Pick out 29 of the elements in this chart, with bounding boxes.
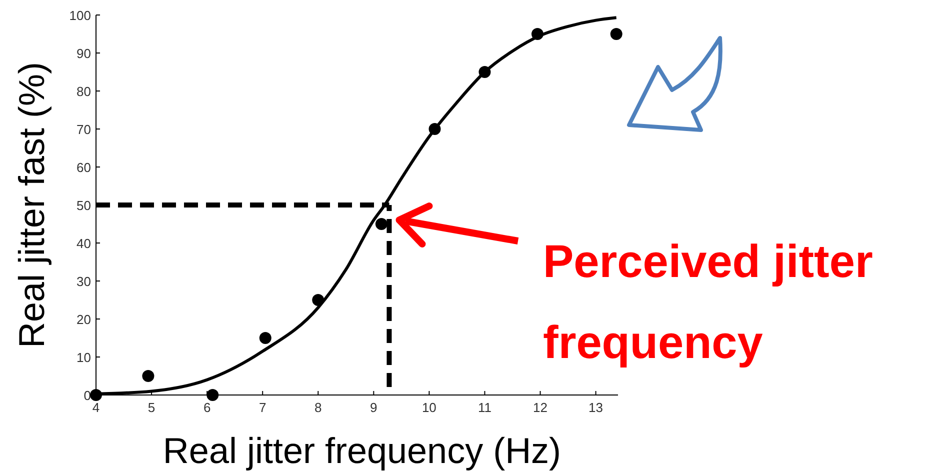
x-tick-label: 7 <box>258 400 266 415</box>
x-tick-label: 4 <box>92 400 100 415</box>
point <box>206 389 219 401</box>
y-tick-label: 90 <box>76 46 91 61</box>
y-tick-label: 30 <box>76 274 91 289</box>
y-tick-label: 50 <box>76 198 91 213</box>
point <box>375 218 388 230</box>
x-tick-label: 9 <box>370 400 378 415</box>
y-tick-label: 40 <box>76 236 91 251</box>
annotation: Perceived jitter frequency <box>543 235 873 368</box>
x-tick-label: 11 <box>478 400 492 415</box>
x-tick-label: 12 <box>533 400 548 415</box>
y-axis-title: Real jitter fast (%) <box>11 62 52 348</box>
x-tick-label: 13 <box>588 400 604 415</box>
x-tick-label: 10 <box>422 400 436 415</box>
point <box>142 370 154 382</box>
point <box>610 28 622 40</box>
y-tick-label: 60 <box>76 160 91 175</box>
y-tick-label: 70 <box>76 122 91 137</box>
x-tick-label: 5 <box>148 400 156 415</box>
x-tick-label: 6 <box>203 400 211 415</box>
y-tick-label: 100 <box>69 8 91 23</box>
y-tick-label: 10 <box>76 350 91 365</box>
x-axis-title: Real jitter frequency (Hz) <box>162 430 562 471</box>
y-tick-label: 80 <box>76 84 91 99</box>
y-tick-label: 0 <box>84 388 91 403</box>
y-tick-label: 20 <box>76 312 91 327</box>
point <box>259 332 272 344</box>
x-tick-label: 8 <box>314 400 322 415</box>
